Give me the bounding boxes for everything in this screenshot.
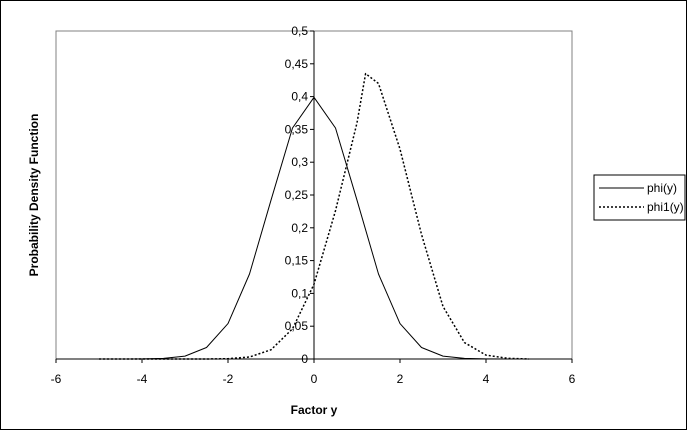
legend-label-phi1: phi1(y) (647, 200, 684, 214)
y-tick-label: 0,1 (291, 286, 308, 300)
y-tick-label: 0,2 (291, 221, 308, 235)
legend-label-phi: phi(y) (647, 181, 677, 195)
y-tick-label: 0,05 (285, 319, 309, 333)
y-tick-label: 0,3 (291, 155, 308, 169)
x-tick-label: -2 (223, 372, 234, 386)
series-layer (99, 72, 530, 360)
y-axis-title: Probability Density Function (27, 114, 41, 277)
legend: phi(y) phi1(y) (593, 174, 686, 221)
axes (55, 30, 573, 363)
y-tick-label: 0,5 (291, 24, 308, 38)
y-tick-label: 0,15 (285, 254, 309, 268)
x-tick-label: -4 (137, 372, 148, 386)
x-tick-label: -6 (51, 372, 62, 386)
y-tick-label: 0,25 (285, 188, 309, 202)
series-line-phi (99, 96, 529, 360)
y-tick-label: 0,35 (285, 122, 309, 136)
x-axis-title: Factor y (291, 403, 338, 417)
y-tick-label: 0 (301, 352, 308, 366)
x-tick-label: 0 (311, 372, 318, 386)
x-tick-label: 4 (483, 372, 490, 386)
y-tick-label: 0,4 (291, 90, 308, 104)
x-tick-label: 2 (397, 372, 404, 386)
x-tick-label: 6 (569, 372, 576, 386)
y-tick-label: 0,45 (285, 57, 309, 71)
tick-labels: -6 -4 -2 0 2 4 6 0 0,05 0,1 0,15 0,2 0,25 0,3 0,35 0,4 0… (51, 24, 576, 386)
legend-box (593, 174, 686, 221)
